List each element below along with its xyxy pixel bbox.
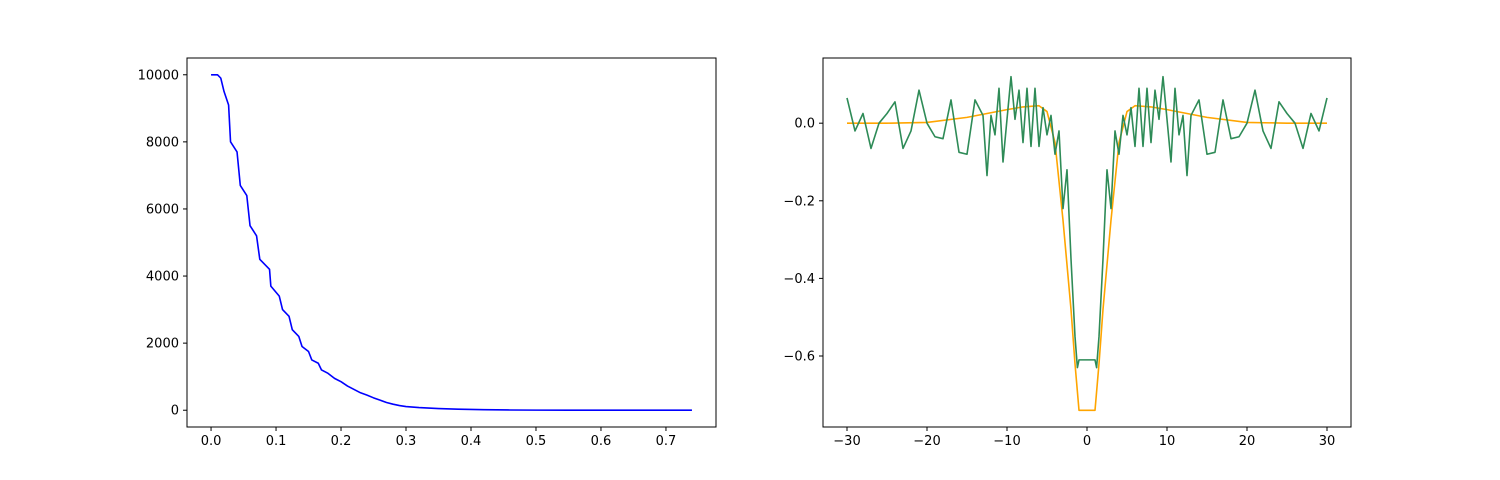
y-tick-label: 4000: [146, 270, 179, 285]
x-tick-label: −10: [993, 434, 1020, 449]
line: [847, 104, 1327, 412]
axes-frame: [822, 57, 1352, 428]
x-tick-label: 0.4: [461, 434, 482, 449]
x-tick-label: 0.1: [266, 434, 287, 449]
x-tick-label: 0: [1083, 434, 1091, 449]
x-tick-label: 0.7: [656, 434, 677, 449]
x-tick-label: 10: [1159, 434, 1176, 449]
x-tick-label: 0.6: [591, 434, 612, 449]
y-tick-label: 2000: [146, 337, 179, 352]
x-tick-label: 0.2: [331, 434, 352, 449]
y-tick-label: 10000: [138, 68, 179, 83]
x-tick-label: 20: [1239, 434, 1256, 449]
line: [846, 75, 1328, 369]
y-tick-label: −0.6: [783, 349, 815, 364]
x-tick-label: −20: [913, 434, 940, 449]
x-tick-label: 30: [1319, 434, 1336, 449]
y-tick-label: 6000: [146, 202, 179, 217]
x-tick-label: −30: [833, 434, 860, 449]
y-tick-label: −0.2: [783, 194, 815, 209]
x-tick-label: 0.5: [526, 434, 547, 449]
line: [211, 73, 692, 412]
y-tick-label: 0.0: [794, 117, 815, 132]
y-tick-label: 0: [171, 404, 179, 419]
y-tick-label: 8000: [146, 135, 179, 150]
x-tick-label: 0.0: [201, 434, 222, 449]
axes-frame: [186, 57, 717, 428]
y-tick-label: −0.4: [783, 272, 815, 287]
x-tick-label: 0.3: [396, 434, 417, 449]
